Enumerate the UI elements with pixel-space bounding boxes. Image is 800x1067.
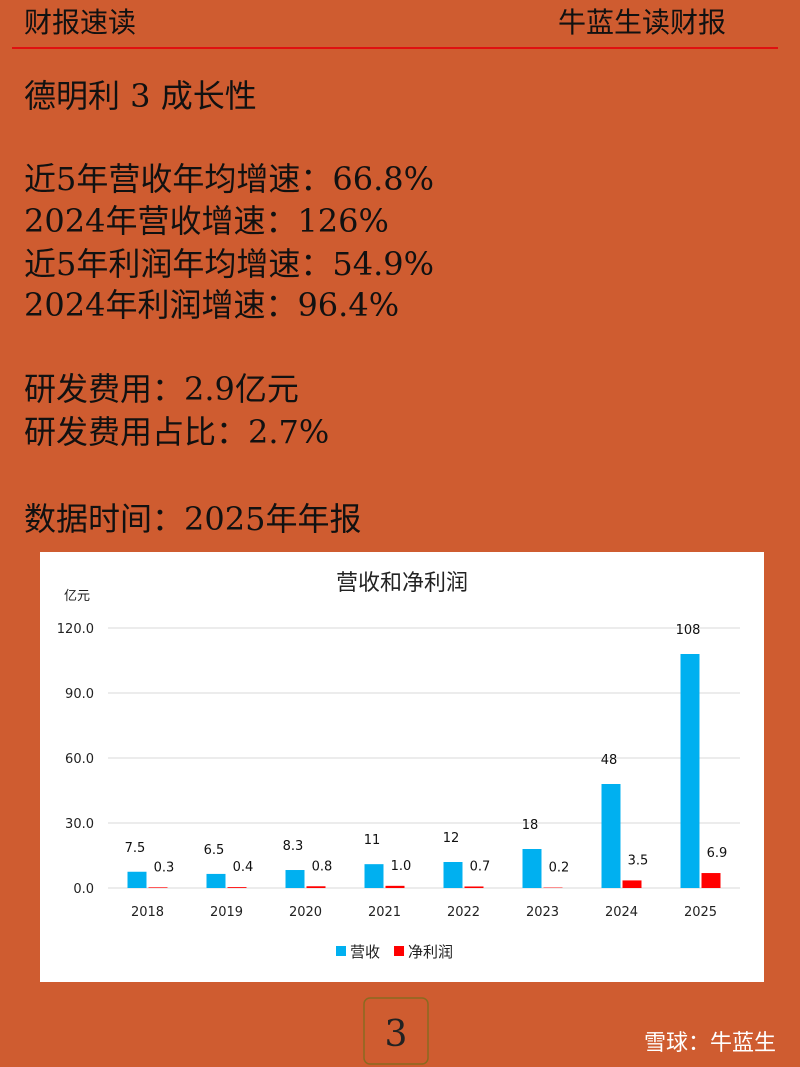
stat-line: 数据时间：2025年年报 xyxy=(24,500,361,538)
stat-line: 近5年利润年均增速：54.9% xyxy=(24,245,434,283)
x-tick-label: 2020 xyxy=(289,905,322,920)
legend-label: 净利润 xyxy=(408,943,453,961)
page-title: 德明利 3 成长性 xyxy=(24,77,257,115)
data-label: 0.3 xyxy=(154,860,175,875)
x-tick-label: 2022 xyxy=(447,905,480,920)
data-label: 12 xyxy=(443,831,460,846)
y-tick-label: 60.0 xyxy=(65,752,94,767)
header-left: 财报速读 xyxy=(24,6,136,39)
data-label: 18 xyxy=(522,818,539,833)
x-tick-label: 2021 xyxy=(368,905,401,920)
data-label: 0.8 xyxy=(312,859,333,874)
data-label: 8.3 xyxy=(283,839,304,854)
x-tick-label: 2019 xyxy=(210,905,243,920)
bar xyxy=(701,873,721,888)
x-tick-label: 2023 xyxy=(526,905,559,920)
stat-line: 近5年营收年均增速：66.8% xyxy=(24,160,434,198)
data-label: 48 xyxy=(601,753,618,768)
x-tick-label: 2025 xyxy=(684,905,717,920)
bar xyxy=(680,654,700,888)
stat-line: 2024年利润增速：96.4% xyxy=(24,286,399,324)
data-label: 0.4 xyxy=(233,860,254,875)
legend-swatch xyxy=(394,946,405,956)
bar xyxy=(285,870,305,888)
bar xyxy=(622,880,642,888)
page-number: 3 xyxy=(385,1014,408,1055)
y-tick-label: 90.0 xyxy=(65,687,94,702)
bar xyxy=(364,864,384,888)
y-tick-label: 0.0 xyxy=(73,882,94,897)
data-label: 7.5 xyxy=(125,841,146,856)
y-tick-label: 30.0 xyxy=(65,817,94,832)
chart-card xyxy=(40,552,764,982)
data-label: 108 xyxy=(676,623,701,638)
x-tick-label: 2018 xyxy=(131,905,164,920)
watermark: 雪球：牛蓝生 xyxy=(644,1031,776,1056)
y-tick-label: 120.0 xyxy=(57,622,94,637)
bar xyxy=(306,886,326,888)
bar xyxy=(464,886,484,888)
bar xyxy=(227,887,247,888)
legend-label: 营收 xyxy=(350,943,380,961)
bar xyxy=(385,885,405,888)
bar xyxy=(148,887,168,888)
stat-line: 研发费用：2.9亿元 xyxy=(24,370,299,408)
bar xyxy=(206,873,226,888)
data-label: 11 xyxy=(364,833,381,848)
data-label: 0.7 xyxy=(470,859,491,874)
header-right: 牛蓝生读财报 xyxy=(558,6,726,39)
legend-swatch xyxy=(336,946,346,956)
data-label: 6.5 xyxy=(204,843,225,858)
data-label: 3.5 xyxy=(628,853,649,868)
bar xyxy=(522,849,542,888)
bar xyxy=(443,862,463,888)
data-label: 6.9 xyxy=(707,846,728,861)
bar xyxy=(127,871,147,888)
data-label: 0.2 xyxy=(549,861,570,876)
x-tick-label: 2024 xyxy=(605,905,638,920)
stat-line: 研发费用占比：2.7% xyxy=(24,413,329,451)
page-number-box xyxy=(363,997,429,1065)
y-axis-label: 亿元 xyxy=(64,589,90,604)
bar xyxy=(601,784,621,888)
stat-line: 2024年营收增速：126% xyxy=(24,202,389,240)
chart-title: 营收和净利润 xyxy=(336,571,468,596)
data-label: 1.0 xyxy=(391,859,412,874)
